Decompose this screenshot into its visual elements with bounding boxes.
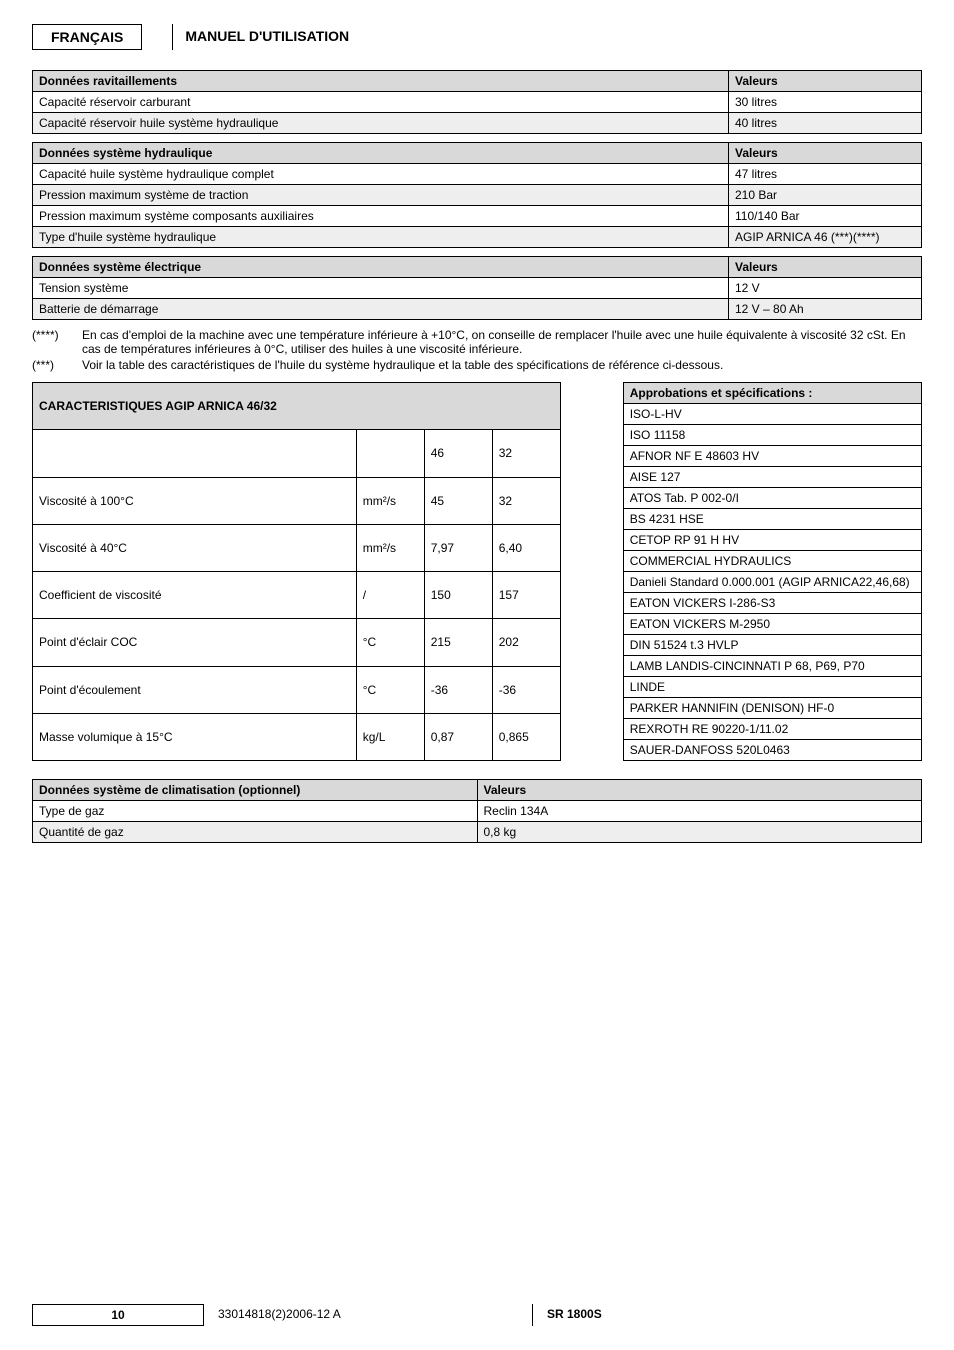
list-item: PARKER HANNIFIN (DENISON) HF-0 <box>623 698 921 719</box>
model-name: SR 1800S <box>533 1304 616 1326</box>
cell-empty <box>33 430 357 477</box>
cell-label: Viscosité à 40°C <box>33 524 357 571</box>
language-box: FRANÇAIS <box>32 24 142 50</box>
table-header-label: Données système électrique <box>33 257 729 278</box>
cell-label: Masse volumique à 15°C <box>33 713 357 760</box>
cell-value: -36 <box>424 666 492 713</box>
list-item: CETOP RP 91 H HV <box>623 530 921 551</box>
cell-label: Tension système <box>33 278 729 299</box>
cell-unit: / <box>356 572 424 619</box>
list-item: ISO-L-HV <box>623 404 921 425</box>
list-item: COMMERCIAL HYDRAULICS <box>623 551 921 572</box>
cell-value: 45 <box>424 477 492 524</box>
table-hydraulique: Données système hydraulique Valeurs Capa… <box>32 142 922 248</box>
list-item: AFNOR NF E 48603 HV <box>623 446 921 467</box>
list-item: AISE 127 <box>623 467 921 488</box>
list-item: BS 4231 HSE <box>623 509 921 530</box>
page-number: 10 <box>32 1304 204 1326</box>
cell-value: 110/140 Bar <box>729 206 922 227</box>
table-header-label: Données système de climatisation (option… <box>33 780 478 801</box>
table-header-label: Données ravitaillements <box>33 71 729 92</box>
list-item: LINDE <box>623 677 921 698</box>
list-item: DIN 51524 t.3 HVLP <box>623 635 921 656</box>
col-header: 46 <box>424 430 492 477</box>
list-item: ISO 11158 <box>623 425 921 446</box>
list-item: Danieli Standard 0.000.001 (AGIP ARNICA2… <box>623 572 921 593</box>
cell-value: 12 V – 80 Ah <box>729 299 922 320</box>
cell-label: Type d'huile système hydraulique <box>33 227 729 248</box>
cell-label: Point d'écoulement <box>33 666 357 713</box>
cell-value: AGIP ARNICA 46 (***)(****) <box>729 227 922 248</box>
cell-value: 150 <box>424 572 492 619</box>
page-header: FRANÇAIS MANUEL D'UTILISATION <box>32 24 922 50</box>
table-electrique: Données système électrique Valeurs Tensi… <box>32 256 922 320</box>
table-header-label: Données système hydraulique <box>33 143 729 164</box>
footnotes: (****) En cas d'emploi de la machine ave… <box>32 328 922 372</box>
cell-value: 32 <box>492 477 560 524</box>
cell-value: 157 <box>492 572 560 619</box>
cell-value: 0,865 <box>492 713 560 760</box>
cell-value: 7,97 <box>424 524 492 571</box>
footnote-symbol: (***) <box>32 358 82 372</box>
cell-label: Pression maximum système de traction <box>33 185 729 206</box>
cell-value: 12 V <box>729 278 922 299</box>
cell-value: 0,87 <box>424 713 492 760</box>
list-item: ATOS Tab. P 002-0/I <box>623 488 921 509</box>
cell-label: Batterie de démarrage <box>33 299 729 320</box>
table-climatisation: Données système de climatisation (option… <box>32 779 922 843</box>
footnote-text: Voir la table des caractéristiques de l'… <box>82 358 723 372</box>
table-header-value: Valeurs <box>729 257 922 278</box>
cell-value: 0,8 kg <box>477 822 922 843</box>
cell-value: -36 <box>492 666 560 713</box>
table-header-value: Valeurs <box>729 143 922 164</box>
cell-value: 40 litres <box>729 113 922 134</box>
cell-label: Viscosité à 100°C <box>33 477 357 524</box>
cell-label: Capacité huile système hydraulique compl… <box>33 164 729 185</box>
cell-value: 210 Bar <box>729 185 922 206</box>
cell-value: Reclin 134A <box>477 801 922 822</box>
cell-value: 6,40 <box>492 524 560 571</box>
cell-label: Pression maximum système composants auxi… <box>33 206 729 227</box>
cell-empty <box>356 430 424 477</box>
header-divider <box>172 24 173 50</box>
list-item: REXROTH RE 90220-1/11.02 <box>623 719 921 740</box>
table-title: Approbations et spécifications : <box>623 383 921 404</box>
list-item: EATON VICKERS M-2950 <box>623 614 921 635</box>
footnote-symbol: (****) <box>32 328 82 356</box>
list-item: LAMB LANDIS-CINCINNATI P 68, P69, P70 <box>623 656 921 677</box>
table-characteristics: CARACTERISTIQUES AGIP ARNICA 46/32 46 32… <box>32 382 561 761</box>
cell-label: Capacité réservoir huile système hydraul… <box>33 113 729 134</box>
list-item: SAUER-DANFOSS 520L0463 <box>623 740 921 761</box>
document-number: 33014818(2)2006-12 A <box>204 1304 533 1326</box>
cell-unit: °C <box>356 619 424 666</box>
cell-value: 202 <box>492 619 560 666</box>
cell-unit: mm²/s <box>356 524 424 571</box>
page-footer: 10 33014818(2)2006-12 A SR 1800S <box>32 1304 922 1326</box>
footnote-text: En cas d'emploi de la machine avec une t… <box>82 328 922 356</box>
cell-value: 30 litres <box>729 92 922 113</box>
table-ravitaillements: Données ravitaillements Valeurs Capacité… <box>32 70 922 134</box>
cell-value: 215 <box>424 619 492 666</box>
list-item: EATON VICKERS I-286-S3 <box>623 593 921 614</box>
cell-label: Point d'éclair COC <box>33 619 357 666</box>
cell-unit: °C <box>356 666 424 713</box>
table-title: CARACTERISTIQUES AGIP ARNICA 46/32 <box>33 383 561 430</box>
cell-label: Capacité réservoir carburant <box>33 92 729 113</box>
cell-unit: kg/L <box>356 713 424 760</box>
table-header-value: Valeurs <box>477 780 922 801</box>
cell-value: 47 litres <box>729 164 922 185</box>
cell-label: Type de gaz <box>33 801 478 822</box>
table-header-value: Valeurs <box>729 71 922 92</box>
cell-unit: mm²/s <box>356 477 424 524</box>
col-header: 32 <box>492 430 560 477</box>
manual-title: MANUEL D'UTILISATION <box>185 24 349 50</box>
cell-label: Coefficient de viscosité <box>33 572 357 619</box>
table-approbations: Approbations et spécifications : ISO-L-H… <box>623 382 922 761</box>
cell-label: Quantité de gaz <box>33 822 478 843</box>
